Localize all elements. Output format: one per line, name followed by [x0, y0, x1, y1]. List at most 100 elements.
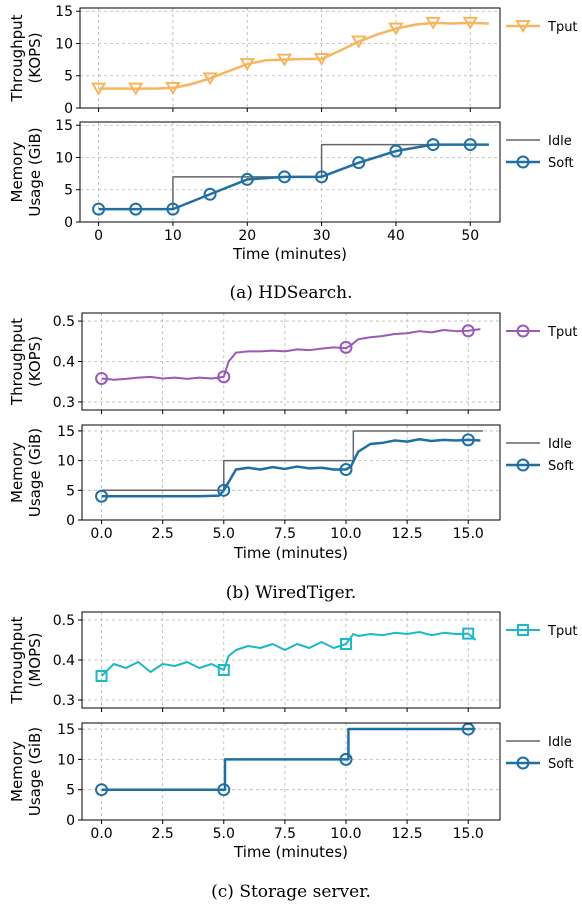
marker-triangle-down — [313, 52, 330, 66]
marker-circle — [516, 155, 530, 169]
x-tick-label: 50 — [461, 228, 479, 244]
marker-triangle-down — [515, 20, 531, 33]
legend-label: Tput — [547, 20, 578, 35]
y-axis-label: Memory — [8, 442, 26, 503]
y-axis-label: (KOPS) — [26, 32, 44, 83]
y-tick-label: 0 — [64, 101, 73, 117]
marker-circle — [461, 433, 475, 447]
marker-circle — [339, 340, 353, 354]
marker-circle — [339, 463, 353, 477]
marker-circle — [315, 170, 329, 184]
legend-entry-soft: Soft — [506, 756, 574, 772]
panel-caption: (c) Storage server. — [211, 882, 371, 902]
marker-square — [340, 638, 352, 650]
x-tick-label: 0.0 — [90, 826, 112, 842]
axes-frame — [81, 424, 501, 521]
x-tick-label: 12.5 — [392, 826, 423, 842]
marker-triangle-down — [462, 16, 479, 30]
panel-a: 0 5 10 15 Throughput (KOPS) Tput 0 5 10 15 Memory Us… — [8, 4, 578, 303]
marker-circle — [217, 783, 231, 797]
marker-triangle-down — [239, 58, 256, 72]
y-tick-label: 10 — [57, 454, 75, 470]
axes-frame — [81, 722, 501, 821]
x-tick-label: 0.0 — [90, 526, 112, 542]
marker-circle — [426, 138, 440, 152]
marker-circle — [95, 371, 109, 385]
series-soft — [95, 433, 481, 503]
legend-entry-soft: Soft — [506, 458, 574, 474]
x-tick-label: 10 — [164, 228, 182, 244]
legend-entry-idle: Idle — [506, 735, 572, 750]
marker-triangle-down — [202, 72, 218, 86]
marker-circle — [461, 723, 475, 736]
marker-circle — [95, 489, 109, 503]
subplot-a-1: 0 5 10 15 Memory Usage (GiB) Idle Soft 0 10 20 30 40… — [8, 118, 574, 263]
legend-entry-tput: Tput — [506, 324, 578, 340]
series-tput — [95, 324, 481, 385]
legend-label: Tput — [547, 624, 578, 639]
y-axis-label: Usage (GiB) — [26, 127, 44, 216]
marker-triangle-down — [388, 22, 404, 36]
x-axis-label: Time (minutes) — [233, 544, 348, 562]
legend-entry-idle: Idle — [506, 134, 572, 149]
marker-circle — [240, 172, 254, 186]
x-tick-label: 5.0 — [213, 826, 235, 842]
x-tick-label: 0 — [94, 228, 103, 244]
series-tput — [90, 16, 489, 96]
series-tput — [95, 627, 477, 682]
panel-c: 0.3 0.4 0.5 Throughput (MOPS) Tput 0 5 10 15 Memor… — [8, 611, 578, 902]
marker-circle — [217, 483, 231, 497]
x-axis-label: Time (minutes) — [232, 245, 347, 263]
marker-circle — [166, 202, 180, 216]
marker-square — [517, 624, 529, 636]
marker-circle — [92, 202, 106, 216]
y-tick-label: 0.5 — [53, 613, 75, 629]
y-tick-label: 15 — [57, 722, 75, 738]
x-tick-label: 15.0 — [453, 526, 484, 542]
marker-square — [462, 627, 475, 640]
panel-caption: (b) WiredTiger. — [226, 583, 357, 603]
y-tick-label: 5 — [64, 183, 73, 199]
x-tick-label: 10.0 — [330, 526, 361, 542]
series-soft — [95, 723, 476, 797]
y-tick-label: 0.3 — [53, 395, 75, 411]
y-tick-label: 0 — [66, 813, 75, 829]
y-axis-label: Usage (GiB) — [26, 727, 44, 816]
legend-label: Tput — [547, 325, 578, 340]
panel-b: 0.3 0.4 0.5 Throughput (KOPS) Tput 0 5 10 15 Memor… — [8, 312, 578, 603]
marker-triangle-down — [276, 53, 293, 67]
marker-circle — [516, 756, 530, 770]
legend-entry-tput: Tput — [506, 624, 578, 639]
marker-circle — [352, 156, 366, 170]
marker-circle — [129, 202, 143, 216]
y-axis-label: Throughput — [8, 616, 26, 704]
y-axis-label: Throughput — [8, 318, 26, 406]
series-line-soft — [98, 143, 489, 211]
x-tick-label: 30 — [313, 228, 331, 244]
marker-circle — [389, 144, 403, 158]
y-tick-label: 0.4 — [53, 355, 75, 371]
marker-circle — [217, 370, 231, 384]
legend-label: Soft — [548, 156, 574, 171]
legend-label: Idle — [548, 134, 572, 149]
y-axis-label: Throughput — [8, 14, 26, 102]
axes-frame — [81, 611, 501, 709]
x-tick-label: 5.0 — [213, 526, 235, 542]
y-axis-label: Usage (GiB) — [26, 428, 44, 517]
marker-triangle-down — [90, 82, 107, 96]
x-tick-label: 10.0 — [330, 826, 361, 842]
y-tick-label: 15 — [55, 4, 73, 20]
marker-triangle-down — [350, 35, 367, 49]
y-tick-label: 0 — [64, 215, 73, 231]
y-axis-label: Memory — [8, 741, 26, 802]
marker-circle — [461, 324, 475, 338]
x-tick-label: 2.5 — [152, 826, 174, 842]
axes-frame — [79, 7, 501, 109]
series-line-tput — [98, 21, 489, 90]
y-axis-label: (MOPS) — [26, 632, 44, 687]
legend-entry-tput: Tput — [506, 20, 578, 35]
legend-label: Soft — [548, 459, 574, 474]
series-line-idle — [101, 430, 483, 492]
y-tick-label: 10 — [55, 36, 73, 52]
marker-triangle-down — [165, 82, 181, 95]
